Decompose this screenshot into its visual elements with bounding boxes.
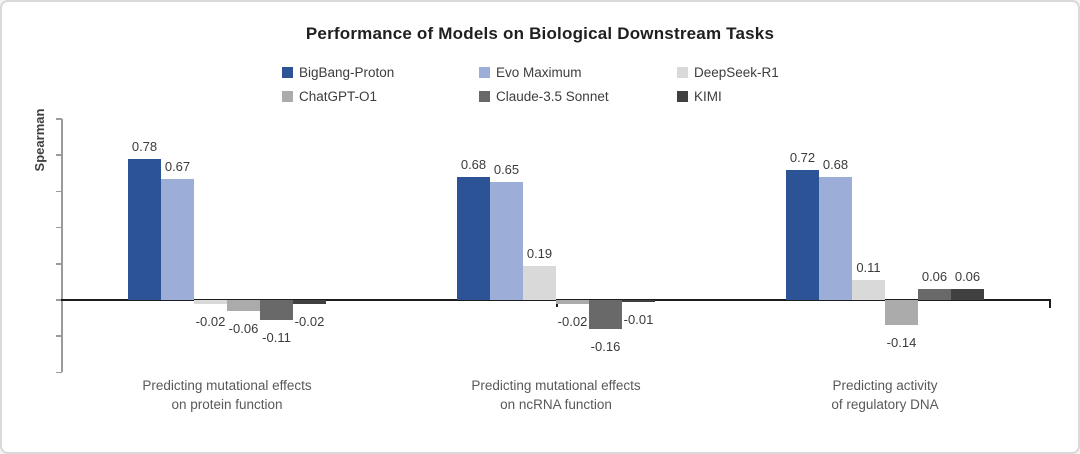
y-axis-tick bbox=[56, 335, 62, 337]
category-label: Predicting activity of regulatory DNA bbox=[725, 376, 1045, 414]
bar-value-label: -0.16 bbox=[590, 338, 621, 354]
legend-swatch-icon bbox=[677, 91, 688, 102]
bar-value-label: 0.06 bbox=[954, 269, 981, 285]
bar-value-label: 0.72 bbox=[789, 149, 816, 165]
legend-item-bigbang-proton: BigBang-Proton bbox=[282, 65, 394, 80]
bar-kimi bbox=[951, 289, 984, 300]
category-label-line: of regulatory DNA bbox=[831, 397, 939, 412]
bar-value-label: 0.65 bbox=[493, 162, 520, 178]
y-axis-line bbox=[61, 119, 63, 372]
bar-evo-maximum bbox=[819, 176, 852, 300]
bar-deepseek-r1 bbox=[852, 280, 885, 300]
category-label: Predicting mutational effects on protein … bbox=[67, 376, 387, 414]
bar-chatgpt-o1 bbox=[227, 300, 260, 311]
category-label-line: on protein function bbox=[171, 397, 283, 412]
bar-value-label: -0.02 bbox=[195, 313, 226, 329]
bar-value-label: 0.11 bbox=[856, 260, 881, 276]
legend-label: Evo Maximum bbox=[496, 65, 582, 80]
legend-item-deepseek-r1: DeepSeek-R1 bbox=[677, 65, 779, 80]
legend-swatch-icon bbox=[282, 91, 293, 102]
legend-label: DeepSeek-R1 bbox=[694, 65, 779, 80]
bar-bigbang-proton bbox=[457, 176, 490, 300]
y-axis-tick bbox=[56, 118, 62, 120]
bar-value-label: 0.78 bbox=[131, 138, 158, 154]
y-axis-tick bbox=[56, 263, 62, 265]
y-axis-title: Spearman bbox=[32, 108, 47, 172]
bar-claude-3-5-sonnet bbox=[589, 300, 622, 329]
bar-claude-3-5-sonnet bbox=[260, 300, 293, 320]
bar-value-label: 0.68 bbox=[460, 156, 487, 172]
bar-kimi bbox=[293, 300, 326, 304]
y-axis-tick bbox=[56, 190, 62, 193]
legend-item-chatgpt-o1: ChatGPT-O1 bbox=[282, 89, 377, 104]
legend-label: KIMI bbox=[694, 89, 722, 104]
x-axis-zero-line bbox=[61, 298, 1051, 301]
bar-value-label: -0.02 bbox=[557, 313, 588, 329]
bar-deepseek-r1 bbox=[194, 300, 227, 304]
y-axis-tick bbox=[56, 226, 62, 229]
x-axis-end-tick bbox=[1049, 301, 1051, 308]
chart-title: Performance of Models on Biological Down… bbox=[305, 24, 775, 43]
x-axis-category-tick bbox=[556, 301, 558, 307]
legend-swatch-icon bbox=[479, 91, 490, 102]
bar-value-label: 0.06 bbox=[921, 269, 948, 285]
bar-value-label: -0.14 bbox=[886, 335, 917, 351]
bar-chatgpt-o1 bbox=[556, 300, 589, 304]
bar-value-label: 0.67 bbox=[164, 158, 191, 174]
legend-item-evo-maximum: Evo Maximum bbox=[479, 65, 582, 80]
y-axis-tick bbox=[56, 154, 62, 156]
category-label: Predicting mutational effects on ncRNA fu… bbox=[396, 376, 716, 414]
bar-claude-3-5-sonnet bbox=[918, 289, 951, 300]
bar-kimi bbox=[622, 300, 655, 302]
bar-evo-maximum bbox=[490, 182, 523, 300]
bar-value-label: -0.01 bbox=[623, 311, 654, 327]
y-axis-tick bbox=[56, 371, 62, 374]
bar-value-label: 0.19 bbox=[526, 245, 553, 261]
bar-bigbang-proton bbox=[786, 169, 819, 300]
legend-label: BigBang-Proton bbox=[299, 65, 395, 80]
category-label-line: Predicting activity bbox=[832, 378, 938, 393]
bar-bigbang-proton bbox=[128, 158, 161, 300]
y-axis-tick bbox=[56, 299, 62, 301]
bar-value-label: -0.02 bbox=[294, 313, 325, 329]
category-label-line: Predicting mutational effects bbox=[142, 378, 312, 393]
category-label-line: Predicting mutational effects bbox=[471, 378, 641, 393]
legend-item-claude-3-5-sonnet: Claude-3.5 Sonnet bbox=[479, 89, 609, 104]
bar-value-label: -0.06 bbox=[228, 320, 259, 336]
legend-swatch-icon bbox=[479, 67, 490, 78]
legend-item-kimi: KIMI bbox=[677, 89, 722, 104]
legend-swatch-icon bbox=[282, 67, 293, 78]
legend-label: Claude-3.5 Sonnet bbox=[496, 89, 609, 104]
legend-swatch-icon bbox=[677, 67, 688, 78]
bar-value-label: 0.68 bbox=[822, 156, 849, 172]
legend-label: ChatGPT-O1 bbox=[299, 89, 378, 104]
category-label-line: on ncRNA function bbox=[500, 397, 612, 412]
bar-deepseek-r1 bbox=[523, 265, 556, 300]
bar-evo-maximum bbox=[161, 178, 194, 300]
bar-value-label: -0.11 bbox=[262, 329, 291, 345]
bar-chatgpt-o1 bbox=[885, 300, 918, 326]
